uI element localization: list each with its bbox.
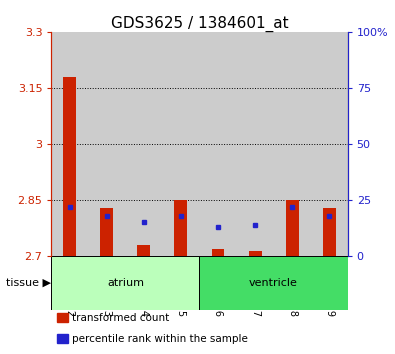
Text: percentile rank within the sample: percentile rank within the sample [72, 334, 248, 344]
Bar [63, 77, 76, 256]
Bar [51, 256, 199, 309]
Text: ventricle: ventricle [249, 278, 298, 288]
Title: GDS3625 / 1384601_at: GDS3625 / 1384601_at [111, 16, 288, 32]
Bar [137, 245, 150, 256]
Text: tissue ▶: tissue ▶ [6, 278, 51, 288]
Bar [310, 32, 348, 256]
Bar [237, 32, 274, 256]
Text: atrium: atrium [107, 278, 144, 288]
Bar [88, 32, 126, 256]
Bar [286, 200, 299, 256]
Bar [199, 32, 237, 256]
Bar [211, 249, 224, 256]
Bar [57, 313, 68, 322]
Bar [100, 207, 113, 256]
Bar [248, 251, 261, 256]
Bar [162, 32, 199, 256]
Text: transformed count: transformed count [72, 313, 169, 323]
Bar [175, 200, 188, 256]
Bar [126, 32, 162, 256]
Bar [323, 207, 336, 256]
Bar [57, 334, 68, 343]
Bar [51, 32, 88, 256]
Bar [274, 32, 310, 256]
Bar [199, 256, 348, 309]
